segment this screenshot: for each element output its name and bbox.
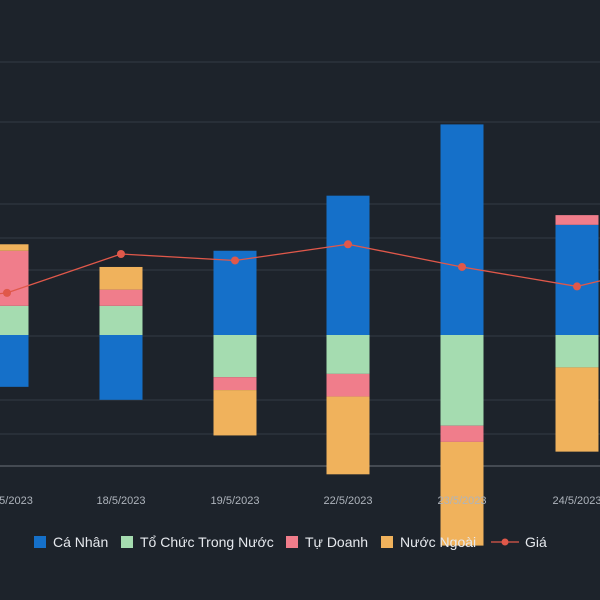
x-tick-label: 18/5/2023 xyxy=(97,495,146,507)
bar-segment[interactable] xyxy=(213,250,257,335)
bar-segment[interactable] xyxy=(326,335,370,374)
bar-segment[interactable] xyxy=(0,244,29,251)
price-point[interactable] xyxy=(117,250,125,258)
legend-label[interactable]: Cá Nhân xyxy=(53,534,108,550)
x-tick-label: 5/2023 xyxy=(0,495,33,507)
legend-label[interactable]: Tổ Chức Trong Nước xyxy=(140,534,274,550)
x-tick-label: 24/5/2023 xyxy=(553,495,600,507)
legend-label[interactable]: Nước Ngoài xyxy=(400,534,476,550)
bar-segment[interactable] xyxy=(0,335,29,387)
bar-segment[interactable] xyxy=(0,305,29,335)
price-point[interactable] xyxy=(458,262,466,271)
legend-label[interactable]: Tự Doanh xyxy=(305,534,368,550)
legend[interactable]: Cá Nhân Tổ Chức Trong Nước Tự Doanh Nước Ng… xyxy=(34,534,547,550)
bar-segment[interactable] xyxy=(440,425,484,442)
x-tick-label: 23/5/2023 xyxy=(438,495,487,507)
bar-segment[interactable] xyxy=(326,396,370,475)
bar-segment[interactable] xyxy=(99,289,143,306)
bar-segment[interactable] xyxy=(440,441,484,546)
x-axis-ticks: 5/2023 18/5/2023 19/5/2023 22/5/2023 23/5/20… xyxy=(0,495,600,507)
bar-segment[interactable] xyxy=(326,373,370,397)
bar-segment[interactable] xyxy=(213,335,257,378)
bar-segment[interactable] xyxy=(555,335,599,368)
price-point[interactable] xyxy=(3,288,11,297)
x-tick-label: 22/5/2023 xyxy=(324,495,373,507)
bar-segment[interactable] xyxy=(440,335,484,426)
bar-segment[interactable] xyxy=(213,377,257,391)
bar-segment[interactable] xyxy=(99,266,143,290)
legend-swatch[interactable] xyxy=(121,536,133,548)
legend-swatch[interactable] xyxy=(381,536,393,548)
bar-segment[interactable] xyxy=(440,124,484,336)
price-line xyxy=(0,240,600,297)
bar-segment[interactable] xyxy=(99,335,143,400)
price-point[interactable] xyxy=(231,256,239,265)
legend-swatch[interactable] xyxy=(34,536,46,548)
price-point[interactable] xyxy=(344,240,352,249)
legend-label[interactable]: Giá xyxy=(525,534,547,550)
bars xyxy=(0,124,599,546)
bar-segment[interactable] xyxy=(0,250,29,306)
price-point[interactable] xyxy=(573,282,581,291)
bar-segment[interactable] xyxy=(555,224,599,335)
legend-line-dot xyxy=(501,538,509,546)
x-tick-label: 19/5/2023 xyxy=(211,495,260,507)
bar-segment[interactable] xyxy=(213,390,257,436)
bar-segment[interactable] xyxy=(555,215,599,225)
price-line-path xyxy=(0,243,600,295)
bar-segment[interactable] xyxy=(326,195,370,335)
bar-segment[interactable] xyxy=(99,305,143,335)
bar-segment[interactable] xyxy=(555,367,599,452)
legend-swatch[interactable] xyxy=(286,536,298,548)
